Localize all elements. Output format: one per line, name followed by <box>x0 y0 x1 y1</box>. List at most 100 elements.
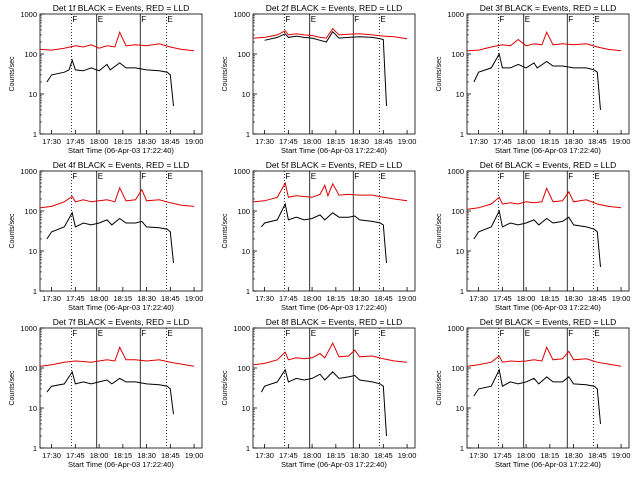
flare-marker-label: E <box>594 15 599 24</box>
x-tick-label: 18:30 <box>350 137 369 146</box>
flare-marker-label: F <box>568 172 573 181</box>
x-tick-label: 17:30 <box>469 294 488 303</box>
y-tick-label: 1 <box>33 130 37 139</box>
panel-title: Det 4f BLACK = Events, RED = LLD <box>53 160 190 170</box>
x-tick-label: 18:00 <box>517 451 536 460</box>
flare-marker-label: F <box>72 329 77 338</box>
y-tick-label: 10 <box>456 404 464 413</box>
x-axis-label: Start Time (06-Apr-03 17:22:40) <box>495 146 601 155</box>
y-tick-label: 100 <box>24 207 37 216</box>
y-tick-label: 10 <box>456 90 464 99</box>
x-axis-label: Start Time (06-Apr-03 17:22:40) <box>68 460 174 469</box>
y-tick-label: 1000 <box>447 10 464 19</box>
x-tick-label: 18:45 <box>161 137 180 146</box>
flare-marker-label: E <box>167 172 172 181</box>
x-axis-label: Start Time (06-Apr-03 17:22:40) <box>68 146 174 155</box>
plot-frame <box>466 170 630 292</box>
x-tick-label: 18:15 <box>113 137 132 146</box>
detector-panel-8: Det 8f BLACK = Events, RED = LLD F E F E 1 10 1… <box>222 317 416 469</box>
y-tick-label: 1 <box>460 287 464 296</box>
y-tick-label: 1000 <box>233 167 250 176</box>
y-tick-label: 10 <box>242 90 250 99</box>
y-tick-label: 1 <box>460 444 464 453</box>
x-tick-label: 18:30 <box>137 294 156 303</box>
flare-marker-label: F <box>499 329 504 338</box>
y-tick-label: 1 <box>33 444 37 453</box>
flare-marker-label: E <box>594 172 599 181</box>
x-tick-label: 18:00 <box>517 294 536 303</box>
x-tick-label: 17:45 <box>279 294 298 303</box>
lld-series-line <box>253 27 408 40</box>
x-tick-label: 18:45 <box>161 451 180 460</box>
detector-panel-6: Det 6f BLACK = Events, RED = LLD F E F E 1 10 1… <box>436 160 630 312</box>
flare-marker-label: F <box>354 15 359 24</box>
x-tick-label: 18:30 <box>137 451 156 460</box>
flare-marker-label: E <box>311 15 316 24</box>
y-tick-label: 100 <box>237 50 250 59</box>
x-tick-label: 17:30 <box>42 137 61 146</box>
x-axis-label: Start Time (06-Apr-03 17:22:40) <box>495 303 601 312</box>
y-axis-label: Counts/sec <box>222 56 229 92</box>
x-tick-label: 17:30 <box>255 451 274 460</box>
y-axis-label: Counts/sec <box>9 56 16 92</box>
events-series-line <box>260 368 387 437</box>
lld-series-line <box>253 341 408 366</box>
x-tick-label: 18:45 <box>588 451 607 460</box>
flare-marker-label: E <box>311 172 316 181</box>
x-tick-label: 18:45 <box>374 294 393 303</box>
flare-marker-label: E <box>594 329 599 338</box>
x-tick-label: 18:45 <box>374 137 393 146</box>
x-tick-label: 18:30 <box>564 137 583 146</box>
x-tick-label: 18:00 <box>303 451 322 460</box>
y-tick-label: 10 <box>242 404 250 413</box>
x-tick-label: 18:15 <box>113 294 132 303</box>
detector-panel-4: Det 4f BLACK = Events, RED = LLD F E F E 1 10 1… <box>9 160 203 312</box>
events-series-line <box>46 211 174 264</box>
panel-title: Det 5f BLACK = Events, RED = LLD <box>266 160 403 170</box>
x-tick-label: 18:45 <box>374 451 393 460</box>
x-tick-label: 18:00 <box>517 137 536 146</box>
flare-marker-label: F <box>568 15 573 24</box>
y-tick-label: 1000 <box>20 167 37 176</box>
detector-panel-1: Det 1f BLACK = Events, RED = LLD F E F E 1 10 1… <box>9 3 203 155</box>
flare-marker-label: F <box>72 172 77 181</box>
flare-marker-label: E <box>167 329 172 338</box>
x-tick-label: 18:00 <box>90 137 109 146</box>
flare-marker-label: F <box>354 329 359 338</box>
x-tick-label: 19:00 <box>185 451 204 460</box>
x-tick-label: 17:30 <box>469 137 488 146</box>
flare-marker-label: F <box>141 172 146 181</box>
x-tick-label: 19:00 <box>612 294 631 303</box>
y-axis-label: Counts/sec <box>436 370 443 406</box>
x-tick-label: 17:45 <box>66 294 85 303</box>
flare-marker-label: E <box>311 329 316 338</box>
flare-marker-label: F <box>72 15 77 24</box>
x-axis-label: Start Time (06-Apr-03 17:22:40) <box>281 303 387 312</box>
panel-title: Det 1f BLACK = Events, RED = LLD <box>53 3 190 13</box>
plot-frame <box>466 13 630 135</box>
x-tick-label: 18:30 <box>350 451 369 460</box>
x-tick-label: 17:45 <box>66 137 85 146</box>
detector-panel-7: Det 7f BLACK = Events, RED = LLD F E F E 1 10 1… <box>9 317 203 469</box>
y-tick-label: 1 <box>33 287 37 296</box>
x-tick-label: 19:00 <box>398 294 417 303</box>
plot-frame <box>252 327 416 449</box>
y-tick-label: 10 <box>242 247 250 256</box>
flare-marker-label: E <box>525 15 530 24</box>
lld-series-line <box>40 186 195 209</box>
events-series-line <box>473 209 601 267</box>
flare-marker-label: F <box>285 329 290 338</box>
y-tick-label: 100 <box>237 364 250 373</box>
panel-title: Det 8f BLACK = Events, RED = LLD <box>266 317 403 327</box>
x-axis-label: Start Time (06-Apr-03 17:22:40) <box>68 303 174 312</box>
x-tick-label: 17:45 <box>279 137 298 146</box>
flare-marker-label: F <box>141 15 146 24</box>
x-tick-label: 18:15 <box>326 294 345 303</box>
y-axis-label: Counts/sec <box>9 213 16 249</box>
y-tick-label: 100 <box>24 364 37 373</box>
flare-marker-label: F <box>354 172 359 181</box>
panel-title: Det 9f BLACK = Events, RED = LLD <box>480 317 617 327</box>
x-tick-label: 18:15 <box>326 137 345 146</box>
x-tick-label: 17:30 <box>42 294 61 303</box>
